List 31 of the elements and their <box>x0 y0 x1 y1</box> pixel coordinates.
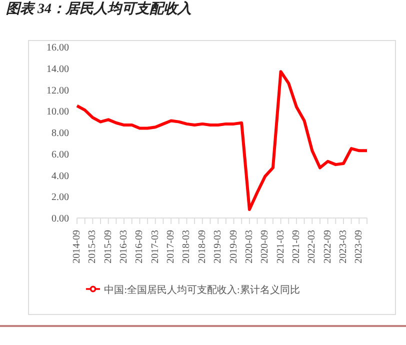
y-tick-label: 14.00 <box>46 64 69 75</box>
x-tick-label: 2021-09 <box>290 230 302 264</box>
y-tick-label: 16.00 <box>46 42 69 54</box>
x-tick-label: 2018-03 <box>181 230 192 264</box>
x-tick-label: 2018-09 <box>196 230 208 264</box>
x-tick-label: 2022-03 <box>306 230 318 264</box>
x-tick-label: 2020-09 <box>260 230 271 264</box>
y-tick-label: 2.00 <box>52 192 69 204</box>
x-tick-label: 2014-09 <box>72 230 82 264</box>
y-tick-label: 12.00 <box>46 85 69 96</box>
x-tick-label: 2023-09 <box>354 230 365 264</box>
y-tick-label: 10.00 <box>46 106 69 118</box>
x-tick-label: 2021-03 <box>275 230 286 264</box>
x-tick-label: 2017-03 <box>150 230 161 264</box>
legend-label: 中国:全国居民人均可支配收入:累计名义同比 <box>104 285 300 296</box>
x-tick-label: 2017-09 <box>166 230 177 264</box>
x-tick-label: 2016-09 <box>134 230 146 264</box>
y-tick-label: 8.00 <box>52 128 69 140</box>
x-tick-label: 2019-03 <box>212 230 224 264</box>
y-tick-label: 4.00 <box>52 170 69 182</box>
x-tick-label: 2019-09 <box>228 230 240 264</box>
x-tick-label: 2023-03 <box>338 230 349 264</box>
x-tick-label: 2015-09 <box>102 230 114 264</box>
y-tick-label: 0.00 <box>52 214 69 225</box>
x-tick-label: 2015-03 <box>87 230 98 264</box>
chart-title: 图表 34：居民人均可支配收入 <box>6 0 192 18</box>
x-tick-label: 2022-09 <box>322 230 334 264</box>
x-tick-label: 2016-03 <box>118 230 130 264</box>
y-tick-label: 6.00 <box>52 149 69 160</box>
line-series <box>76 70 368 211</box>
x-tick-label: 2020-03 <box>244 230 255 264</box>
